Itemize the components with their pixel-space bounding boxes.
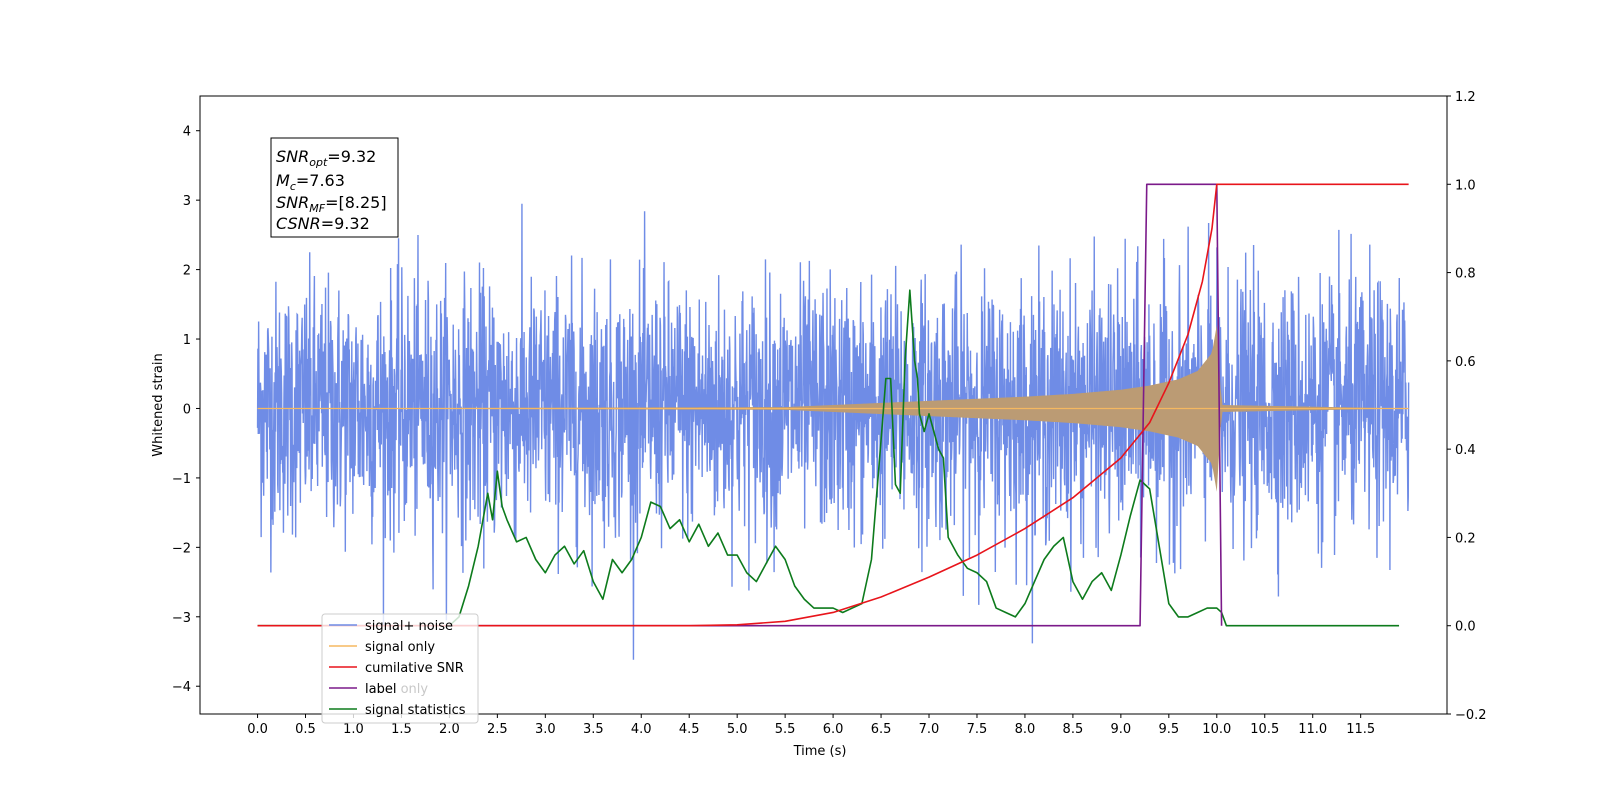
x-tick-label-23: 11.5 [1346, 722, 1375, 737]
y2-tick-label-7: −0.2 [1455, 708, 1487, 723]
legend-label-cumulative-snr: cumilative SNR [365, 661, 464, 676]
series-signal-noise [256, 203, 1410, 660]
annotation-mc: Mc=7.63 [276, 171, 345, 193]
x-tick-label-9: 4.5 [679, 722, 700, 737]
legend-label-label: label [365, 682, 396, 697]
legend-label-signal-only: signal only [365, 640, 435, 655]
x-tick-label-19: 9.5 [1158, 722, 1179, 737]
x-tick-label-17: 8.5 [1063, 722, 1084, 737]
x-tick-label-11: 5.5 [775, 722, 796, 737]
annotation-snr-opt: SNRopt=9.32 [276, 147, 376, 169]
y-tick-label-1: 3 [183, 194, 191, 209]
series-cumulative-snr [257, 183, 1409, 627]
y-tick-label-6: −2 [172, 541, 191, 556]
x-axis-label: Time (s) [793, 744, 847, 759]
y2-tick-label-5: 0.2 [1455, 531, 1476, 546]
x-tick-label-6: 3.0 [535, 722, 556, 737]
x-tick-label-22: 11.0 [1298, 722, 1327, 737]
x-tick-label-21: 10.5 [1250, 722, 1279, 737]
y-axis-right: 1.2 1.0 0.8 0.6 0.4 0.2 0.0 −0.2 [1447, 90, 1487, 723]
x-tick-label-18: 9.0 [1111, 722, 1132, 737]
annotation-csnr: CSNR=9.32 [276, 214, 370, 233]
legend-label-signal-noise: signal+ noise [365, 619, 453, 634]
x-tick-label-5: 2.5 [487, 722, 508, 737]
y-axis-label: Whitened strain [151, 353, 166, 456]
y2-tick-label-3: 0.6 [1455, 355, 1476, 370]
x-tick-label-16: 8.0 [1015, 722, 1036, 737]
y-tick-label-2: 2 [183, 264, 191, 279]
y2-tick-label-6: 0.0 [1455, 620, 1476, 635]
x-tick-label-12: 6.0 [823, 722, 844, 737]
y-tick-label-7: −3 [172, 611, 191, 626]
y-tick-label-4: 0 [183, 402, 191, 417]
x-tick-label-10: 5.0 [727, 722, 748, 737]
x-tick-label-15: 7.5 [967, 722, 988, 737]
y-tick-label-3: 1 [183, 333, 191, 348]
x-tick-label-14: 7.0 [919, 722, 940, 737]
annotation-box: SNRopt=9.32 Mc=7.63 SNRMF=[8.25] CSNR=9.… [270, 137, 399, 238]
annotation-snr-mf: SNRMF=[8.25] [276, 193, 387, 215]
x-tick-label-20: 10.0 [1202, 722, 1231, 737]
x-tick-label-0: 0.0 [247, 722, 268, 737]
y-axis-left: 4 3 2 1 0 −1 −2 −3 −4 [172, 125, 200, 695]
series-label [449, 183, 1223, 627]
x-tick-label-13: 6.5 [871, 722, 892, 737]
x-tick-label-8: 4.0 [631, 722, 652, 737]
legend-label-label-only: label only [365, 682, 428, 697]
y-tick-label-8: −4 [172, 680, 191, 695]
legend: signal+ noise signal only cumilative SNR… [321, 613, 479, 724]
series-layer [256, 183, 1410, 660]
y2-tick-label-4: 0.4 [1455, 443, 1476, 458]
plot-frame [199, 95, 1448, 715]
x-axis: 0.0 0.5 1.0 1.5 2.0 2.5 3.0 3.5 4.0 4.5 5.0 5.5 6.0 6… [247, 714, 1375, 737]
x-tick-label-1: 0.5 [295, 722, 316, 737]
y2-tick-label-2: 0.8 [1455, 267, 1476, 282]
x-tick-label-7: 3.5 [583, 722, 604, 737]
y-tick-label-0: 4 [183, 125, 191, 140]
x-tick-label-4: 2.0 [439, 722, 460, 737]
x-tick-label-2: 1.0 [343, 722, 364, 737]
legend-frame [321, 613, 479, 724]
legend-label-signal-statistics: signal statistics [365, 703, 466, 718]
annotation-frame [270, 137, 399, 238]
y-tick-label-5: −1 [172, 472, 191, 487]
x-tick-label-3: 1.5 [391, 722, 412, 737]
y2-tick-label-0: 1.2 [1455, 90, 1476, 105]
y2-tick-label-1: 1.0 [1455, 178, 1476, 193]
series-signal-statistics [257, 289, 1400, 627]
